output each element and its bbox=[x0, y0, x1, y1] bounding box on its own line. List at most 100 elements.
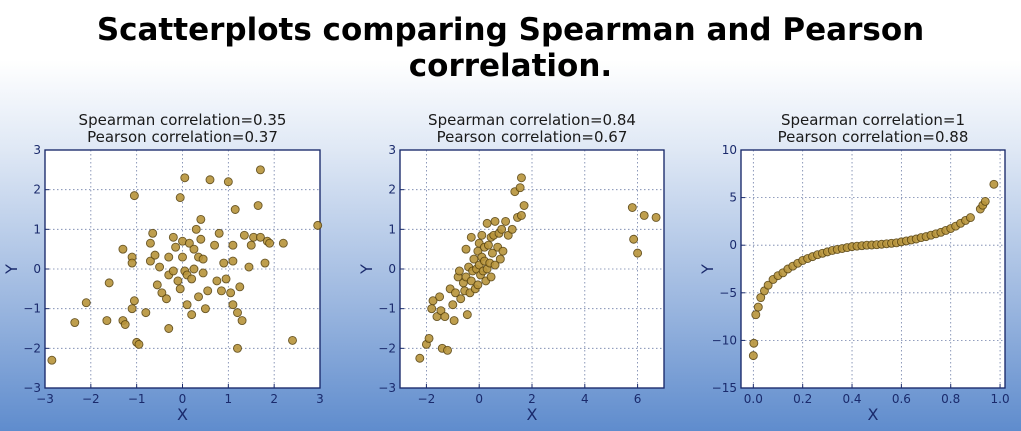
data-point bbox=[473, 280, 483, 290]
y-axis-label: Y bbox=[2, 264, 21, 275]
data-point bbox=[448, 300, 458, 310]
data-point bbox=[178, 252, 187, 262]
data-point bbox=[162, 294, 171, 304]
data-point bbox=[230, 205, 240, 214]
data-point bbox=[501, 216, 511, 226]
data-point bbox=[980, 196, 990, 206]
plot-border bbox=[740, 149, 1006, 389]
data-point bbox=[118, 244, 128, 254]
x-tick-label: 6 bbox=[634, 392, 642, 406]
data-point bbox=[191, 224, 201, 234]
data-point bbox=[278, 238, 288, 248]
x-tick-label: 4 bbox=[581, 392, 589, 406]
data-point bbox=[200, 304, 210, 314]
x-tick-label: −3 bbox=[36, 392, 54, 406]
y-axis-label: Y bbox=[357, 264, 376, 275]
data-point bbox=[497, 224, 507, 234]
data-point bbox=[466, 232, 476, 242]
data-point bbox=[490, 216, 500, 226]
data-point bbox=[519, 201, 529, 210]
data-point bbox=[265, 238, 275, 248]
data-point bbox=[466, 276, 476, 286]
y-tick-label: 1 bbox=[388, 222, 396, 236]
x-tick-label: 1 bbox=[225, 392, 233, 406]
y-tick-label: 0 bbox=[33, 262, 41, 276]
data-point bbox=[449, 316, 459, 326]
data-point bbox=[495, 254, 505, 264]
data-point bbox=[450, 288, 460, 298]
data-point bbox=[651, 212, 661, 222]
data-point bbox=[246, 240, 256, 250]
data-point bbox=[127, 258, 137, 268]
y-tick-label: 2 bbox=[388, 183, 396, 197]
data-point bbox=[148, 228, 158, 238]
chart-title-line-1: Spearman correlation=1 bbox=[781, 111, 965, 129]
data-point bbox=[198, 268, 208, 278]
data-point bbox=[102, 316, 112, 326]
data-point bbox=[145, 238, 155, 248]
data-point bbox=[175, 193, 185, 203]
data-point bbox=[440, 312, 450, 322]
data-point bbox=[47, 355, 57, 365]
data-point bbox=[516, 210, 526, 220]
plot-border bbox=[399, 149, 665, 389]
y-tick-label: −3 bbox=[378, 381, 396, 395]
y-tick-label: 0 bbox=[729, 238, 737, 252]
data-point bbox=[461, 244, 471, 254]
data-point bbox=[454, 266, 464, 276]
data-point bbox=[288, 335, 297, 345]
chart-title-line-2: Pearson correlation=0.67 bbox=[437, 128, 628, 146]
y-tick-label: 3 bbox=[33, 143, 41, 157]
x-axis-label: X bbox=[868, 405, 879, 424]
data-point bbox=[184, 238, 194, 248]
data-point bbox=[233, 308, 242, 318]
data-point bbox=[205, 175, 215, 185]
data-point bbox=[171, 242, 181, 252]
data-point bbox=[228, 300, 238, 310]
x-tick-label: −2 bbox=[418, 392, 436, 406]
data-point bbox=[187, 274, 197, 284]
data-point bbox=[313, 220, 323, 230]
data-point bbox=[989, 179, 999, 189]
x-tick-label: 3 bbox=[316, 392, 324, 406]
x-tick-label: −1 bbox=[128, 392, 146, 406]
y-tick-label: −15 bbox=[712, 381, 737, 395]
x-tick-label: 0 bbox=[179, 392, 187, 406]
y-tick-label: −3 bbox=[23, 381, 41, 395]
data-point bbox=[155, 262, 165, 272]
data-point bbox=[194, 292, 203, 302]
data-point bbox=[141, 308, 151, 318]
data-point bbox=[164, 252, 174, 262]
data-point bbox=[182, 300, 192, 310]
data-point bbox=[157, 288, 167, 298]
data-point bbox=[427, 304, 437, 314]
chart-panel-1: −3 −2 −1 0 1 2 3 −3 −2 −1 0 1 2 3 Spearman correlation… bbox=[2, 111, 324, 424]
data-point bbox=[129, 296, 139, 306]
data-point bbox=[120, 320, 130, 329]
data-point bbox=[482, 218, 492, 228]
y-tick-label: −1 bbox=[23, 302, 41, 316]
chart-title-line-2: Pearson correlation=0.37 bbox=[87, 128, 278, 146]
x-tick-label: 0.2 bbox=[793, 392, 812, 406]
data-point bbox=[516, 173, 526, 183]
data-point bbox=[150, 250, 160, 260]
chart-panel-3: 0.0 0.2 0.4 0.6 0.8 1.0 −15 −10 −5 0 5 10 Spearman c… bbox=[698, 111, 1010, 424]
data-point bbox=[253, 201, 263, 210]
y-tick-label: −1 bbox=[378, 302, 396, 316]
data-point bbox=[223, 177, 233, 187]
data-point bbox=[164, 324, 174, 333]
data-point bbox=[443, 345, 452, 355]
data-point bbox=[966, 213, 975, 223]
data-point bbox=[235, 282, 245, 292]
data-point bbox=[196, 214, 206, 224]
data-point bbox=[198, 254, 208, 264]
data-point bbox=[210, 240, 220, 250]
x-tick-label: −2 bbox=[82, 392, 100, 406]
data-point bbox=[749, 338, 759, 348]
data-point bbox=[175, 284, 185, 294]
chart-title-line-2: Pearson correlation=0.88 bbox=[778, 128, 969, 146]
data-point bbox=[260, 258, 270, 268]
data-point bbox=[168, 266, 178, 276]
x-tick-label: 0.6 bbox=[892, 392, 911, 406]
